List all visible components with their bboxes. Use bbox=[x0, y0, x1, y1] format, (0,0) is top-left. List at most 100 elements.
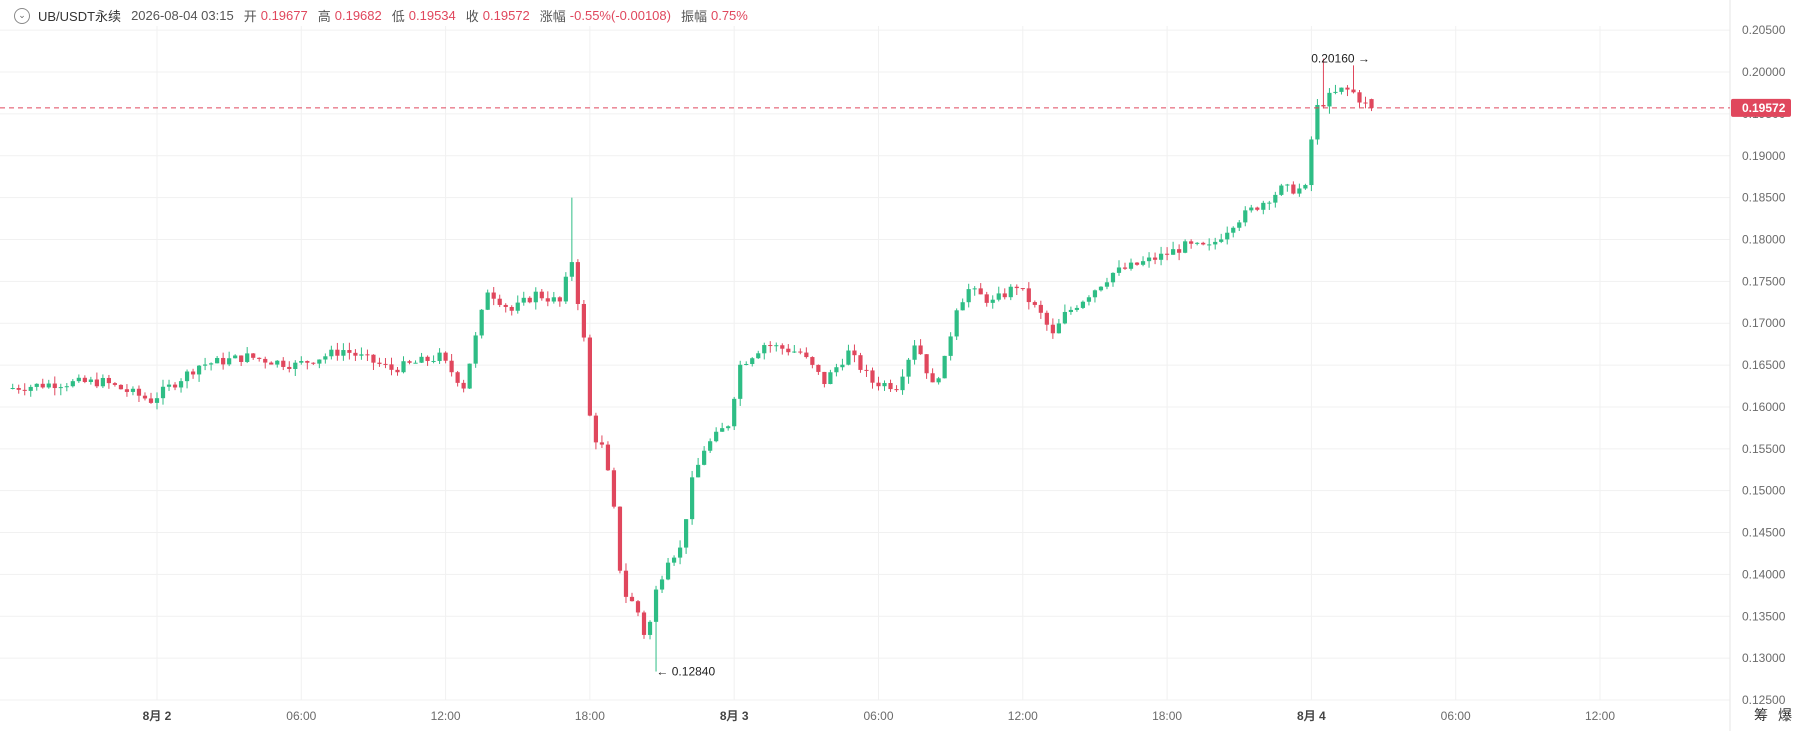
candle bbox=[942, 355, 947, 379]
candle-body bbox=[341, 350, 346, 356]
candle bbox=[383, 358, 388, 369]
candle-body bbox=[58, 387, 63, 389]
candle-body bbox=[888, 383, 893, 390]
candle bbox=[347, 342, 352, 360]
candle bbox=[671, 555, 677, 566]
candle-body bbox=[130, 388, 136, 392]
candle-body bbox=[40, 383, 45, 388]
candle-body bbox=[293, 362, 298, 369]
candle-body bbox=[551, 297, 556, 302]
candle bbox=[1351, 65, 1356, 94]
candle bbox=[154, 392, 160, 410]
candle bbox=[912, 340, 917, 365]
candle bbox=[732, 396, 737, 431]
candle-body bbox=[425, 356, 430, 361]
candle bbox=[377, 357, 382, 367]
liquidation-button[interactable]: 爆 bbox=[1778, 707, 1792, 723]
candle bbox=[251, 353, 256, 360]
candle-body bbox=[112, 383, 118, 385]
candle-body bbox=[10, 388, 15, 390]
candle bbox=[545, 291, 550, 307]
candle-body bbox=[1321, 104, 1326, 107]
candle-body bbox=[1201, 242, 1206, 245]
candle bbox=[1183, 239, 1188, 254]
y-tick-label: 0.18000 bbox=[1742, 233, 1786, 247]
candle-body bbox=[1255, 207, 1260, 210]
candle bbox=[221, 352, 226, 370]
candle-body bbox=[407, 361, 412, 363]
candle bbox=[894, 385, 899, 392]
candle-body bbox=[858, 355, 863, 370]
candle bbox=[714, 427, 719, 443]
candle bbox=[1165, 247, 1170, 261]
candle bbox=[1122, 262, 1128, 270]
candle-body bbox=[209, 363, 214, 365]
candle bbox=[317, 359, 322, 369]
candle bbox=[1128, 258, 1134, 271]
candle-body bbox=[118, 384, 124, 390]
candle-body bbox=[906, 359, 911, 377]
x-tick-label: 06:00 bbox=[1441, 709, 1471, 723]
candle-body bbox=[684, 519, 689, 548]
candle-body bbox=[245, 353, 250, 362]
candle-body bbox=[521, 297, 526, 303]
candle-body bbox=[329, 349, 334, 357]
x-tick-label: 12:00 bbox=[431, 709, 461, 723]
collapse-legend-icon[interactable]: ⌄ bbox=[14, 7, 30, 24]
candle-body bbox=[82, 377, 87, 382]
candle-body bbox=[1243, 210, 1248, 223]
candle bbox=[275, 360, 280, 368]
candle-body bbox=[1369, 99, 1374, 108]
candle-body bbox=[533, 291, 538, 303]
candle bbox=[1303, 183, 1308, 190]
candle bbox=[641, 610, 647, 639]
candle bbox=[840, 358, 845, 371]
x-tick-label: 06:00 bbox=[863, 709, 893, 723]
candle-body bbox=[395, 369, 400, 373]
candle bbox=[1044, 310, 1049, 331]
candle bbox=[1285, 183, 1290, 192]
candle bbox=[353, 349, 358, 361]
candle bbox=[305, 360, 310, 370]
candle bbox=[299, 356, 304, 365]
candle-body bbox=[287, 366, 292, 369]
candle-body bbox=[196, 365, 202, 375]
candle bbox=[203, 357, 208, 371]
candle bbox=[1255, 206, 1260, 212]
candle bbox=[533, 287, 538, 310]
candle-body bbox=[215, 357, 220, 364]
candle bbox=[822, 371, 827, 388]
candle bbox=[178, 378, 184, 393]
candle-body bbox=[708, 441, 713, 451]
candle bbox=[1152, 252, 1158, 265]
candle bbox=[1363, 96, 1368, 109]
candle bbox=[1140, 256, 1146, 267]
candle bbox=[557, 296, 562, 307]
candle-body bbox=[629, 596, 635, 602]
candle-body bbox=[1014, 286, 1019, 289]
candle-body bbox=[160, 386, 166, 399]
candle bbox=[696, 457, 701, 478]
candle bbox=[1158, 246, 1164, 266]
candle-body bbox=[299, 361, 304, 363]
candle bbox=[750, 357, 755, 367]
candle bbox=[1249, 204, 1254, 213]
candle bbox=[365, 349, 370, 361]
candle bbox=[972, 286, 977, 296]
candle bbox=[130, 386, 136, 396]
candle-body bbox=[437, 352, 442, 361]
candle bbox=[190, 368, 196, 379]
candle bbox=[22, 383, 27, 396]
chip-distribution-button[interactable]: 筹 bbox=[1754, 707, 1768, 723]
candle bbox=[798, 348, 803, 355]
candle bbox=[401, 356, 406, 374]
candle bbox=[335, 342, 340, 361]
candle-body bbox=[605, 444, 611, 471]
y-tick-label: 0.19000 bbox=[1742, 149, 1786, 163]
candle bbox=[846, 344, 851, 366]
candle-body bbox=[275, 360, 280, 365]
side-tools: 筹 爆 bbox=[1754, 705, 1792, 725]
candle-body bbox=[1327, 92, 1332, 107]
